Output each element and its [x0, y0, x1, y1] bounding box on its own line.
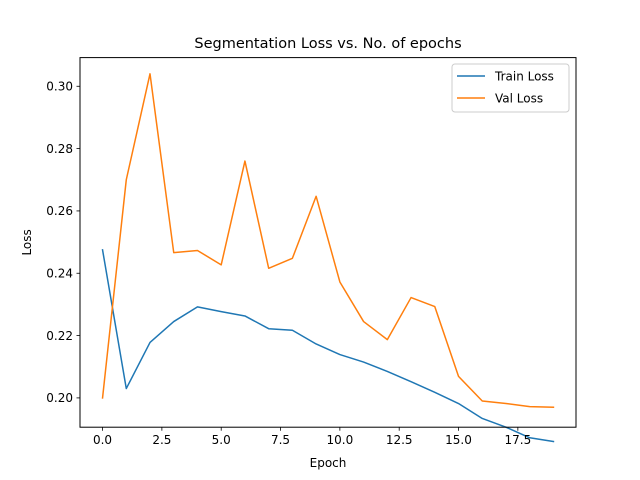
- x-tick-label: 12.5: [386, 433, 413, 447]
- x-tick-label: 2.5: [152, 433, 171, 447]
- y-tick-label: 0.20: [46, 391, 73, 405]
- y-tick-label: 0.30: [46, 80, 73, 94]
- x-tick-label: 15.0: [445, 433, 472, 447]
- legend-label-1: Val Loss: [495, 91, 543, 105]
- chart-title: Segmentation Loss vs. No. of epochs: [194, 36, 461, 52]
- y-tick-label: 0.26: [46, 204, 73, 218]
- legend-label-0: Train Loss: [494, 69, 554, 83]
- x-tick-label: 5.0: [212, 433, 231, 447]
- y-tick-label: 0.22: [46, 329, 73, 343]
- series-line-0: [101, 249, 555, 443]
- x-axis-ticks: 0.0 2.5 5.0 7.5 10.0 12.5 15.0 17.5: [93, 427, 531, 447]
- plot-frame: [79, 57, 577, 428]
- x-axis-label: Epoch: [310, 456, 347, 470]
- x-tick-label: 0.0: [93, 433, 112, 447]
- plot-lines: [101, 73, 555, 443]
- x-tick-label: 7.5: [271, 433, 290, 447]
- y-axis-ticks: 0.20 0.22 0.24 0.26 0.28 0.30: [46, 80, 80, 405]
- legend: Train Loss Val Loss: [451, 63, 570, 113]
- y-tick-label: 0.24: [46, 267, 73, 281]
- y-tick-label: 0.28: [46, 142, 73, 156]
- y-axis-label: Loss: [20, 229, 34, 255]
- x-tick-label: 10.0: [327, 433, 354, 447]
- series-line-1: [101, 73, 555, 409]
- x-tick-label: 17.5: [504, 433, 531, 447]
